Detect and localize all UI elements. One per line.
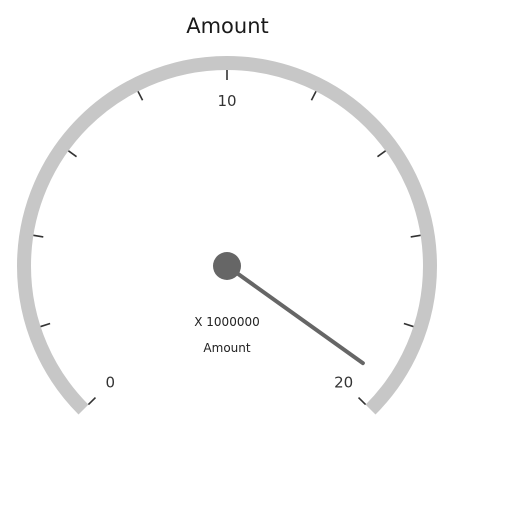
gauge-title: Amount <box>186 14 269 38</box>
gauge-tick <box>357 396 367 406</box>
gauge-tick <box>87 396 97 406</box>
gauge-tick <box>67 150 77 158</box>
gauge-tick <box>33 234 44 238</box>
gauge-tick <box>137 90 144 101</box>
gauge-tick-label: 20 <box>334 374 353 392</box>
gauge-tick-labels: 0 10 20 <box>106 92 354 392</box>
needle-cap <box>213 252 241 280</box>
gauge-tick <box>40 322 51 328</box>
multiplier-label: X 1000000 <box>194 315 259 329</box>
gauge-tick <box>403 322 414 328</box>
gauge-tick <box>410 234 421 238</box>
gauge-tick-label: 0 <box>106 374 116 392</box>
gauge-needle <box>225 264 365 366</box>
gauge-rim <box>17 56 437 415</box>
value-caption: Amount <box>203 341 250 355</box>
gauge-tick <box>377 150 387 158</box>
gauge-ticks <box>33 70 421 406</box>
gauge-tick <box>310 90 317 101</box>
gauge-tick-label: 10 <box>217 92 236 110</box>
